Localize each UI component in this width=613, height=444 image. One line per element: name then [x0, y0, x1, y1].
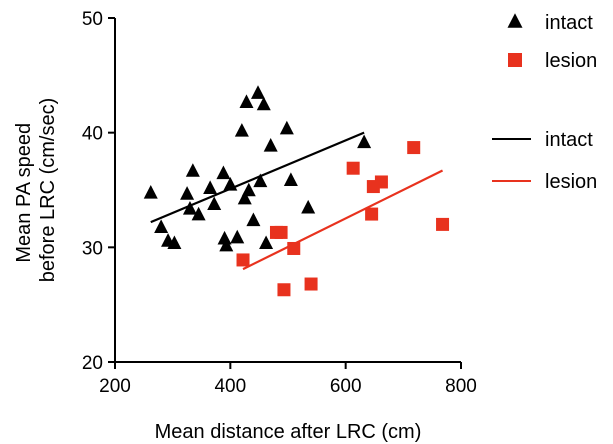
point-lesion [407, 141, 421, 155]
x-tick-label: 600 [330, 376, 362, 397]
x-tick-label: 400 [214, 376, 246, 397]
y-ticks: 20 30 40 50 [82, 9, 115, 374]
legend-label-intact-line: intact [545, 129, 593, 151]
point-intact [253, 173, 268, 188]
point-intact [234, 123, 249, 137]
point-lesion [374, 175, 388, 189]
point-intact [217, 230, 232, 245]
y-tick-label: 50 [82, 9, 103, 30]
point-lesion [436, 217, 450, 231]
point-intact [203, 180, 218, 195]
axes [114, 18, 461, 363]
point-intact [241, 182, 256, 197]
x-axis-title: Mean distance after LRC (cm) [155, 421, 422, 443]
legend-marker-lesion [508, 53, 522, 67]
point-intact [239, 94, 254, 109]
fit-lines [150, 131, 444, 271]
point-intact [357, 134, 372, 149]
point-lesion [274, 225, 288, 239]
point-intact [207, 196, 222, 211]
y-tick-label: 20 [82, 353, 103, 374]
x-tick-label: 800 [445, 376, 477, 397]
point-lesion [346, 161, 360, 175]
point-intact [263, 137, 278, 152]
legend: intact lesion intact lesion [492, 12, 597, 193]
point-intact [185, 163, 200, 177]
point-intact [259, 235, 274, 250]
legend-label-lesion-line: lesion [545, 171, 597, 193]
point-intact [283, 172, 298, 186]
point-intact [191, 206, 206, 221]
y-axis-title: Mean PA speed before LRC (cm/sec) [13, 98, 59, 283]
point-intact [301, 199, 316, 214]
point-lesion [236, 253, 250, 267]
data-points [143, 85, 450, 297]
point-intact [246, 212, 261, 227]
point-lesion [287, 241, 301, 255]
point-lesion [304, 277, 318, 291]
y-tick-label: 40 [82, 124, 103, 145]
x-ticks: 200 400 600 800 [99, 362, 477, 397]
point-intact [143, 184, 158, 199]
fit-line-lesion [242, 169, 444, 271]
point-intact [182, 201, 197, 215]
point-intact [219, 237, 234, 252]
point-intact [154, 219, 169, 233]
point-lesion [365, 207, 379, 221]
legend-label-intact-marker: intact [545, 12, 593, 34]
y-axis-title-line-1: Mean PA speed [13, 123, 35, 263]
point-intact [237, 190, 252, 205]
point-intact [167, 235, 182, 250]
point-intact [180, 186, 195, 200]
point-intact [279, 120, 294, 135]
point-intact [251, 85, 266, 99]
point-intact [230, 229, 245, 244]
legend-marker-intact [507, 13, 523, 28]
fit-line-intact [150, 131, 365, 224]
x-tick-label: 200 [99, 376, 131, 397]
legend-label-lesion-marker: lesion [545, 50, 597, 72]
point-lesion [277, 283, 291, 297]
y-tick-label: 30 [82, 238, 103, 259]
point-intact [256, 96, 271, 111]
point-intact [223, 176, 238, 191]
point-intact [216, 165, 231, 180]
y-axis-title-line-2: before LRC (cm/sec) [37, 98, 59, 283]
